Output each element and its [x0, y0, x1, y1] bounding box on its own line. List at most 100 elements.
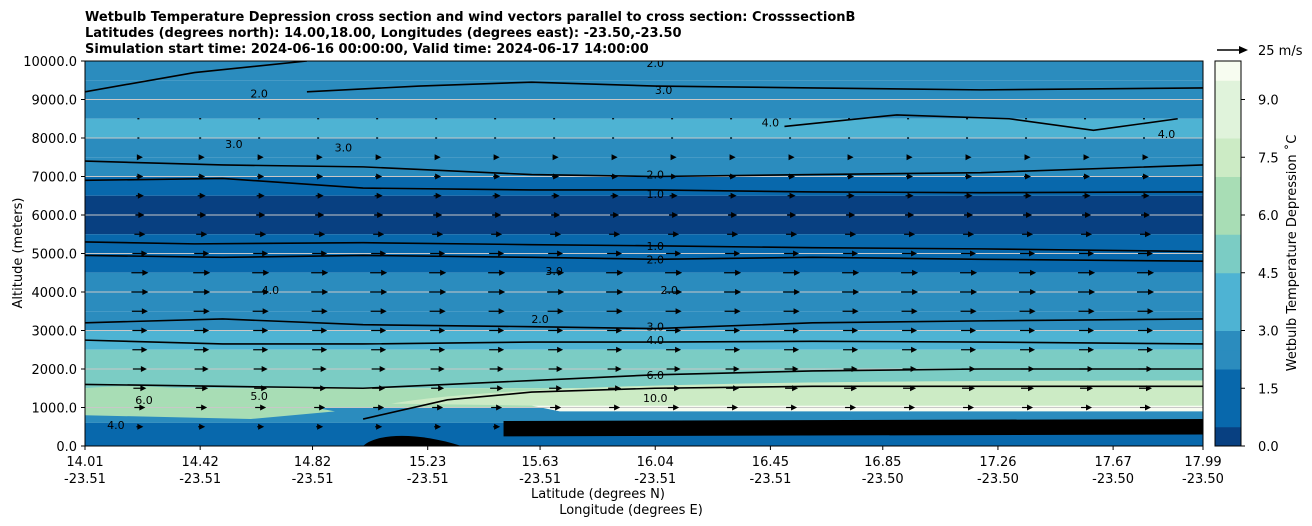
wind-vector-head	[847, 154, 854, 161]
wind-vector-head	[140, 385, 147, 392]
contour-label: 2.0	[646, 169, 664, 182]
x-axis-label-latitude: Latitude (degrees N)	[531, 487, 665, 502]
wind-vector-head	[555, 404, 562, 411]
y-tick-label: 5000.0	[32, 248, 78, 263]
wind-vector-head	[203, 346, 210, 353]
wind-vector-head	[671, 423, 678, 430]
wind-vector-head	[493, 154, 500, 161]
x-tick-label-lon: -23.50	[977, 472, 1019, 487]
x-tick-label-lon: -23.51	[407, 472, 449, 487]
y-tick-label: 4000.0	[32, 286, 78, 301]
wind-vector-head	[793, 308, 800, 315]
wind-vector-head	[730, 173, 737, 180]
colorbar-segment	[1215, 118, 1241, 139]
wind-vector-head	[732, 231, 739, 238]
wind-vector-head	[731, 212, 738, 218]
wind-vector-head	[377, 212, 384, 218]
wind-vector-head	[558, 289, 565, 295]
wind-vector-head	[615, 385, 622, 392]
wind-vector-head	[675, 346, 682, 353]
contour-label: 3.0	[646, 321, 664, 334]
wind-vector-head	[789, 423, 796, 430]
wind-vector-head	[440, 289, 447, 295]
wind-vector-head	[615, 366, 622, 372]
x-tick-label-lat: 15.63	[521, 455, 558, 470]
wind-vector-head	[1148, 269, 1155, 276]
wind-vector-head	[319, 231, 326, 238]
contour-label: 2.0	[531, 313, 549, 326]
chart-title-line-3: Simulation start time: 2024-06-16 00:00:…	[85, 42, 649, 57]
wind-vector-head	[496, 404, 503, 411]
wind-vector-head	[911, 327, 918, 334]
contour-label: 4.0	[107, 419, 125, 432]
x-tick-label-lat: 15.23	[409, 455, 446, 470]
wind-vector-head	[202, 385, 209, 392]
wind-vector-head	[317, 173, 324, 180]
y-tick-label: 0.0	[56, 440, 77, 455]
wind-vector-head	[1089, 289, 1096, 295]
terrain-bump	[363, 435, 462, 446]
wind-vector-head	[617, 269, 624, 276]
wind-vector-head	[675, 308, 682, 315]
x-tick-label-lat: 14.01	[66, 455, 103, 470]
y-tick-label: 10000.0	[23, 55, 77, 70]
colorbar-segment	[1215, 407, 1241, 428]
wind-vector-head	[556, 366, 563, 372]
wind-vector-head	[966, 173, 973, 180]
contour-label: 1.0	[646, 240, 664, 253]
wind-vector-head	[1145, 231, 1152, 238]
wind-vector-head	[851, 385, 858, 392]
wind-vector-head	[439, 346, 446, 353]
wind-vector-head	[1028, 366, 1035, 372]
wind-vectors	[131, 118, 1155, 430]
wind-vector-head	[260, 231, 267, 238]
wind-vector-head	[435, 192, 442, 199]
wind-vector-head	[258, 423, 265, 430]
wind-vector-head	[671, 192, 678, 199]
wind-vector-head	[906, 154, 913, 161]
wind-vector-head	[909, 404, 916, 411]
fill-band	[85, 80, 1203, 100]
wind-vector-head	[557, 250, 564, 257]
wind-vector-head	[260, 404, 267, 411]
wind-vector-head	[321, 346, 328, 353]
wind-vector-head	[1088, 250, 1095, 257]
wind-vector-head	[200, 212, 207, 218]
wind-vector-head	[908, 212, 915, 218]
wind-vector-head	[912, 289, 919, 295]
wind-vector-head	[437, 231, 444, 238]
wind-vector-head	[1145, 404, 1152, 411]
wind-vector-head	[141, 250, 148, 257]
wind-vector-head	[1029, 327, 1036, 334]
wind-vector-head	[322, 269, 329, 276]
wind-vector-head	[198, 154, 205, 161]
y-tick-label: 8000.0	[32, 132, 78, 147]
colorbar-segment	[1215, 426, 1241, 447]
wind-vector-head	[378, 231, 385, 238]
x-tick-label-lon: -23.50	[1182, 472, 1224, 487]
wind-vector-head	[320, 366, 327, 372]
wind-vector-head	[137, 192, 144, 199]
wind-vector-head	[319, 404, 326, 411]
wind-vector-head	[1084, 192, 1091, 199]
x-tick-label-lon: -23.51	[64, 472, 106, 487]
wind-vector-head	[498, 346, 505, 353]
wind-vector-head	[909, 231, 916, 238]
wind-vector-head	[261, 385, 268, 392]
wind-vector-head	[201, 231, 208, 238]
wind-vector-head	[673, 404, 680, 411]
wind-vector-head	[262, 250, 269, 257]
contour-line-2.0	[85, 61, 307, 93]
contour-lines	[85, 61, 1203, 420]
wind-vector-head	[495, 212, 502, 218]
wind-vector-head	[612, 173, 619, 180]
wind-vector-head	[794, 269, 801, 276]
wind-vector-head	[849, 212, 856, 218]
wind-vector-head	[675, 250, 682, 257]
x-tick-label-lon: -23.51	[179, 472, 221, 487]
wind-vector-head	[1029, 346, 1036, 353]
wind-vector-head	[1084, 423, 1091, 430]
contour-line-6.0	[85, 368, 1203, 390]
wind-vector-head	[1030, 269, 1037, 276]
dense-contour-band	[503, 419, 1203, 437]
